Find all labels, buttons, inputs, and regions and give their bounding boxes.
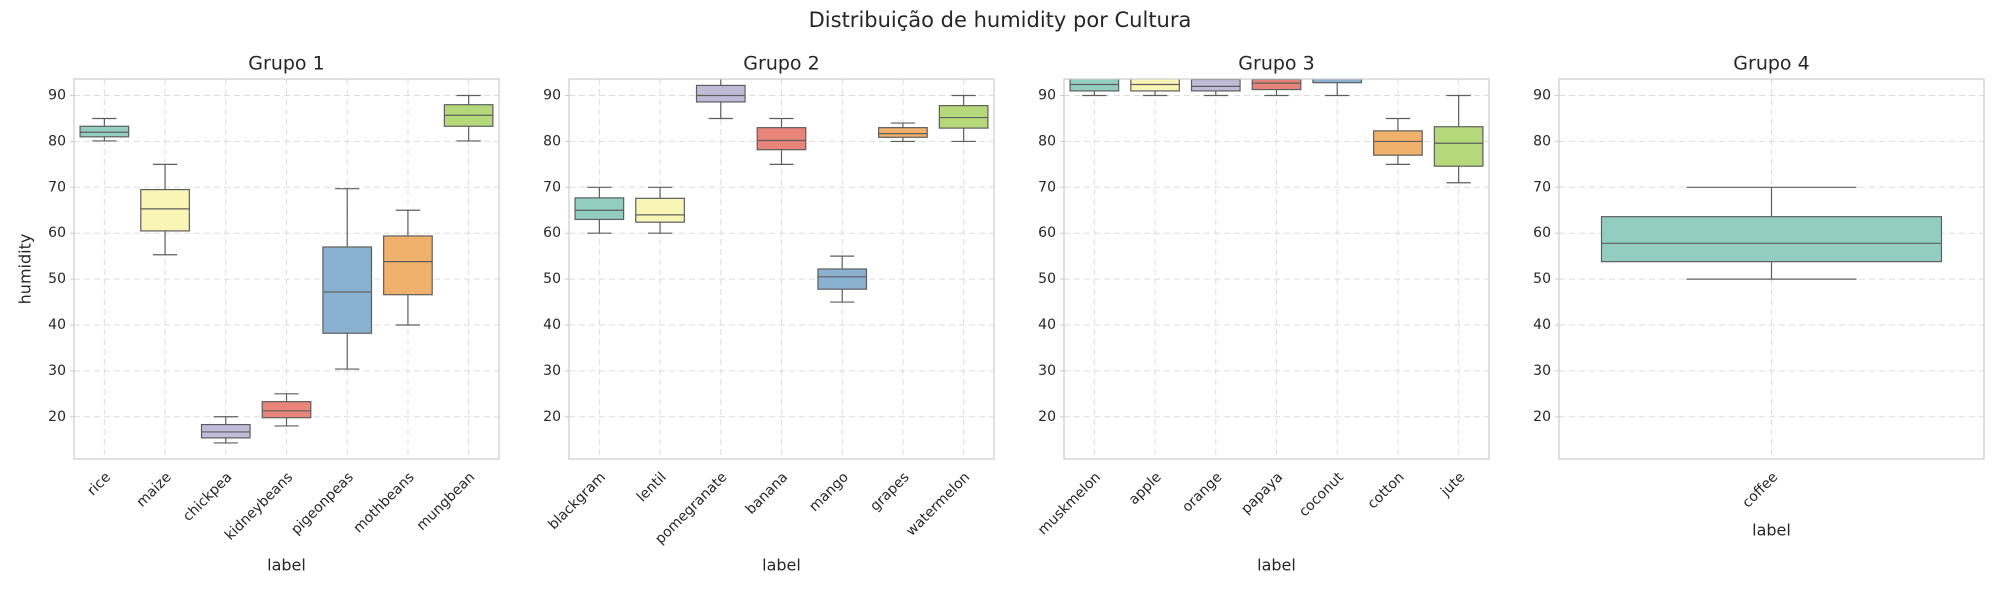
box [79,125,130,138]
box [1600,216,1943,263]
y-tick-label: 80 [543,133,561,149]
y-tick-label: 20 [1038,409,1056,425]
y-tick-label: 70 [1038,179,1056,195]
y-tick-label: 30 [543,363,561,379]
y-tick-label: 40 [1533,317,1551,333]
y-tick-label: 20 [48,409,66,425]
subplot-title: Grupo 4 [1733,53,1809,75]
x-axis-label: label [267,556,306,575]
x-tick-label: watermelon [903,469,973,539]
axes-frame [73,78,500,460]
x-tick-label: apple [1126,469,1165,508]
box [574,197,625,221]
box [1433,126,1484,167]
box [383,235,433,296]
axes-frame [568,78,995,460]
y-tick-label: 80 [1533,133,1551,149]
y-tick-label: 60 [1038,225,1056,241]
plot-area [574,79,989,303]
axes-frame [1558,78,1985,460]
x-tick-label: rice [84,469,114,499]
x-axis-label: label [1752,521,1791,540]
y-tick-label: 70 [48,179,66,195]
box [756,127,807,151]
y-tick-label: 90 [1038,88,1056,104]
y-tick-label: 70 [1533,179,1551,195]
x-tick-label: papaya [1238,469,1286,517]
y-tick-label: 50 [1533,271,1551,287]
x-axis-label: label [1257,556,1296,575]
box [322,246,373,334]
box [878,127,928,138]
x-tick-label: coffee [1739,469,1781,511]
axes-frame [1063,78,1490,460]
box [1069,79,1120,92]
subplot: Grupo 4 20 30 40 50 60 70 80 90 coffee label [1533,53,1985,540]
figure-title: Distribuição de humidity por Cultura [809,8,1192,32]
y-tick-label: 60 [48,225,66,241]
y-tick-label: 60 [543,225,561,241]
x-tick-label: lentil [634,469,670,505]
x-tick-label: banana [743,469,791,517]
y-tick-label: 80 [1038,133,1056,149]
x-tick-label: blackgram [545,469,609,533]
x-tick-label: jute [1437,469,1468,500]
y-tick-label: 90 [48,88,66,104]
subplot-title: Grupo 3 [1238,53,1314,75]
y-tick-label: 40 [1038,317,1056,333]
box [1251,79,1302,91]
y-tick-label: 70 [543,179,561,195]
y-tick-label: 40 [543,317,561,333]
y-tick-label: 20 [1533,409,1551,425]
x-tick-label: cotton [1365,469,1408,512]
y-tick-label: 80 [48,133,66,149]
y-tick-label: 50 [1038,271,1056,287]
subplot: Grupo 1 20 30 40 50 60 70 80 90 rice maize chickpea… [16,53,500,575]
box [695,84,746,103]
box [817,268,868,290]
y-tick-label: 40 [48,317,66,333]
x-tick-label: coconut [1296,469,1347,520]
box [1373,130,1423,156]
y-tick-label: 60 [1533,225,1551,241]
plot-area [1069,79,1484,184]
y-tick-label: 30 [1533,363,1551,379]
y-tick-label: 90 [543,88,561,104]
x-tick-label: grapes [867,469,912,514]
y-tick-label: 30 [1038,363,1056,379]
y-tick-label: 90 [1533,88,1551,104]
subplot: Grupo 3 20 30 40 50 60 70 80 90 muskmelon apple ora… [1035,53,1490,575]
x-tick-label: orange [1179,469,1225,515]
y-axis-label: humidity [16,234,35,305]
box [1312,79,1363,84]
plot-area [79,94,494,444]
x-tick-label: mango [806,469,852,515]
subplot-title: Grupo 1 [248,53,324,75]
box [938,105,989,129]
x-tick-label: mungbean [414,469,479,534]
x-tick-label: mothbeans [351,469,418,536]
y-tick-label: 50 [543,271,561,287]
y-tick-label: 20 [543,409,561,425]
y-tick-label: 30 [48,363,66,379]
plot-area [1600,186,1943,280]
y-tick-label: 50 [48,271,66,287]
x-tick-label: pigeonpeas [288,469,357,538]
box [200,423,251,439]
box [1190,79,1241,92]
subplot-title: Grupo 2 [743,53,819,75]
box [140,189,190,232]
box [261,401,312,419]
x-tick-label: muskmelon [1035,469,1104,538]
box [635,197,685,223]
x-tick-label: chickpea [180,469,235,524]
x-tick-label: maize [134,469,175,510]
x-axis-label: label [762,556,801,575]
